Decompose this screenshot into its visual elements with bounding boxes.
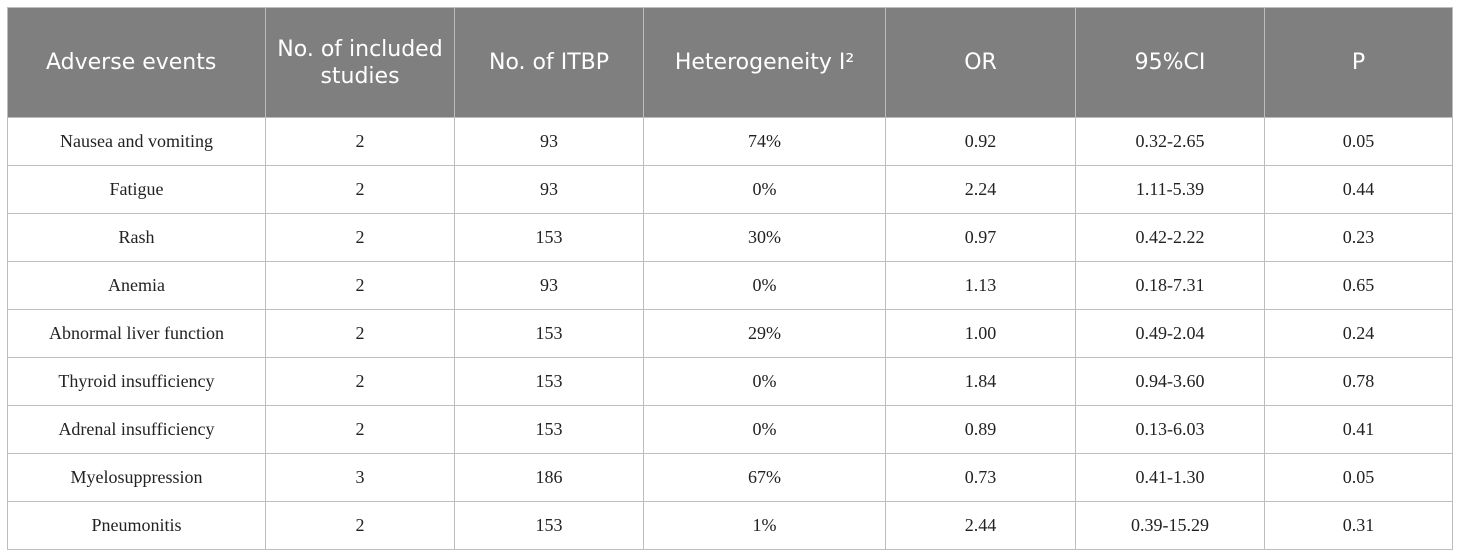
table-cell: Thyroid insufficiency	[7, 357, 266, 406]
table-cell: 3	[265, 453, 455, 502]
table-cell: 0.41-1.30	[1075, 453, 1265, 502]
table-cell: 0.49-2.04	[1075, 309, 1265, 358]
table-row: Myelosuppression 3 186 67% 0.73 0.41-1.30 0.05	[7, 453, 1453, 502]
header-cell: Adverse events	[7, 7, 266, 118]
table-cell: 0.18-7.31	[1075, 261, 1265, 310]
table-cell: 29%	[643, 309, 886, 358]
table-cell: 2	[265, 405, 455, 454]
table-cell: 153	[454, 213, 644, 262]
table-cell: 2	[265, 213, 455, 262]
header-cell: 95%CI	[1075, 7, 1265, 118]
table-cell: Fatigue	[7, 165, 266, 214]
table-row: Rash 2 153 30% 0.97 0.42-2.22 0.23	[7, 213, 1453, 262]
table-row: Abnormal liver function 2 153 29% 1.00 0.49-2…	[7, 309, 1453, 358]
table-row: Anemia 2 93 0% 1.13 0.18-7.31 0.65	[7, 261, 1453, 310]
table-row: Adrenal insufficiency 2 153 0% 0.89 0.13-6.03…	[7, 405, 1453, 454]
table-row: Pneumonitis 2 153 1% 2.44 0.39-15.29 0.31	[7, 501, 1453, 550]
table-cell: 153	[454, 501, 644, 550]
table-cell: 0.78	[1264, 357, 1453, 406]
table-cell: 0.92	[885, 117, 1076, 166]
header-cell: No. of included studies	[265, 7, 455, 118]
header-cell: P	[1264, 7, 1453, 118]
table-cell: Myelosuppression	[7, 453, 266, 502]
table-cell: 2	[265, 357, 455, 406]
table-cell: 0.42-2.22	[1075, 213, 1265, 262]
table-cell: 0.39-15.29	[1075, 501, 1265, 550]
table-cell: 30%	[643, 213, 886, 262]
table-cell: 67%	[643, 453, 886, 502]
table-cell: 0%	[643, 357, 886, 406]
table-cell: 153	[454, 309, 644, 358]
table-cell: Nausea and vomiting	[7, 117, 266, 166]
table-row: Nausea and vomiting 2 93 74% 0.92 0.32-2.65 0.…	[7, 117, 1453, 166]
table-cell: 0.65	[1264, 261, 1453, 310]
header-cell: OR	[885, 7, 1076, 118]
header-cell: No. of ITBP	[454, 7, 644, 118]
table-cell: 0.05	[1264, 453, 1453, 502]
table-cell: 0%	[643, 405, 886, 454]
table-cell: 0.13-6.03	[1075, 405, 1265, 454]
table-cell: 1.13	[885, 261, 1076, 310]
header-cell: Heterogeneity I²	[643, 7, 886, 118]
table-cell: 153	[454, 357, 644, 406]
table-cell: 0.44	[1264, 165, 1453, 214]
table: Adverse events No. of included studies No.…	[7, 7, 1453, 550]
table-cell: 0.24	[1264, 309, 1453, 358]
table-cell: 2.44	[885, 501, 1076, 550]
table-cell: 0.41	[1264, 405, 1453, 454]
table-row: Thyroid insufficiency 2 153 0% 1.84 0.94-3.60…	[7, 357, 1453, 406]
table-cell: 93	[454, 261, 644, 310]
table-cell: 2	[265, 165, 455, 214]
header-row: Adverse events No. of included studies No.…	[7, 7, 1453, 118]
table-cell: Anemia	[7, 261, 266, 310]
table-cell: 2	[265, 261, 455, 310]
table-cell: 2.24	[885, 165, 1076, 214]
table-cell: 2	[265, 117, 455, 166]
table-cell: Abnormal liver function	[7, 309, 266, 358]
table-row: Fatigue 2 93 0% 2.24 1.11-5.39 0.44	[7, 165, 1453, 214]
table-cell: 153	[454, 405, 644, 454]
table-cell: 1.84	[885, 357, 1076, 406]
table-cell: Pneumonitis	[7, 501, 266, 550]
table-cell: 0.32-2.65	[1075, 117, 1265, 166]
table-cell: 2	[265, 309, 455, 358]
table-cell: 0.89	[885, 405, 1076, 454]
table-cell: 186	[454, 453, 644, 502]
table-cell: 0.05	[1264, 117, 1453, 166]
table-cell: 74%	[643, 117, 886, 166]
table-cell: 2	[265, 501, 455, 550]
table-cell: 1.11-5.39	[1075, 165, 1265, 214]
table-cell: 0.73	[885, 453, 1076, 502]
table-cell: 0.31	[1264, 501, 1453, 550]
table-cell: 1.00	[885, 309, 1076, 358]
table-cell: 93	[454, 117, 644, 166]
table-cell: 0.94-3.60	[1075, 357, 1265, 406]
table-cell: 0%	[643, 261, 886, 310]
table-cell: 0.23	[1264, 213, 1453, 262]
table-cell: Adrenal insufficiency	[7, 405, 266, 454]
table-cell: 0.97	[885, 213, 1076, 262]
table-cell: 0%	[643, 165, 886, 214]
table-cell: Rash	[7, 213, 266, 262]
table-cell: 1%	[643, 501, 886, 550]
table-body: Nausea and vomiting 2 93 74% 0.92 0.32-2.65 0.…	[7, 117, 1453, 550]
table-cell: 93	[454, 165, 644, 214]
